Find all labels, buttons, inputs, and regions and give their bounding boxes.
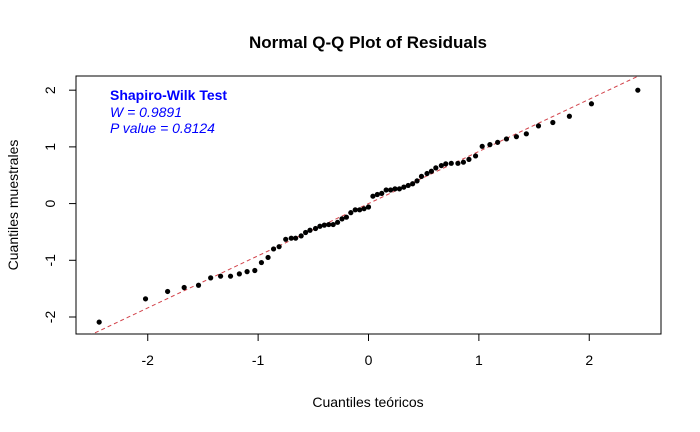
data-point bbox=[635, 87, 641, 93]
data-point bbox=[392, 186, 398, 192]
data-point bbox=[460, 159, 467, 165]
data-point bbox=[339, 216, 345, 222]
data-point bbox=[270, 246, 277, 252]
data-point bbox=[357, 207, 363, 213]
data-point bbox=[236, 271, 242, 277]
data-point bbox=[195, 282, 202, 288]
x-axis: -2 -1 0 1 2 bbox=[142, 333, 593, 368]
data-point bbox=[258, 259, 265, 266]
data-point bbox=[513, 134, 520, 140]
x-tick-label: -2 bbox=[142, 352, 155, 368]
data-point bbox=[443, 161, 449, 167]
data-point bbox=[401, 184, 407, 190]
data-point bbox=[448, 160, 454, 166]
data-point bbox=[383, 187, 389, 193]
y-tick-label: 0 bbox=[42, 199, 58, 207]
data-point bbox=[298, 233, 304, 239]
data-point bbox=[181, 284, 187, 291]
annotation-w-statistic: W = 0.9891 bbox=[110, 104, 182, 120]
qq-reference-line bbox=[91, 76, 640, 334]
data-point bbox=[405, 182, 411, 189]
data-point bbox=[361, 206, 367, 212]
data-point bbox=[252, 267, 258, 274]
data-point bbox=[387, 187, 394, 193]
x-axis-label: Cuantiles teóricos bbox=[312, 394, 423, 410]
data-point bbox=[374, 191, 380, 198]
data-point bbox=[165, 288, 171, 295]
y-axis-label: Cuantiles muestrales bbox=[5, 140, 21, 271]
data-point bbox=[96, 319, 102, 325]
data-point bbox=[487, 142, 493, 148]
data-point bbox=[321, 222, 327, 228]
data-point bbox=[472, 153, 479, 159]
annotation-title: Shapiro-Wilk Test bbox=[110, 87, 227, 103]
data-point bbox=[566, 113, 572, 119]
data-point bbox=[293, 235, 299, 241]
data-point bbox=[396, 186, 403, 192]
data-point bbox=[217, 273, 224, 279]
data-point bbox=[466, 156, 472, 162]
data-point bbox=[244, 269, 250, 275]
data-point bbox=[208, 275, 214, 281]
data-point bbox=[455, 160, 461, 166]
data-point bbox=[307, 227, 313, 233]
data-point bbox=[326, 221, 332, 228]
x-tick-label: 2 bbox=[585, 352, 593, 368]
data-point bbox=[424, 170, 430, 177]
data-point bbox=[265, 254, 271, 261]
chart-title: Normal Q-Q Plot of Residuals bbox=[249, 33, 487, 52]
y-tick-label: -2 bbox=[42, 311, 58, 324]
data-point bbox=[334, 219, 341, 225]
annotation-p-value: P value = 0.8124 bbox=[110, 120, 215, 136]
data-point bbox=[142, 296, 149, 302]
data-point bbox=[535, 123, 542, 129]
data-point bbox=[370, 193, 376, 199]
y-tick-label: 2 bbox=[42, 86, 58, 94]
x-tick-label: -1 bbox=[252, 352, 265, 368]
data-point bbox=[288, 235, 294, 241]
y-axis: -2 -1 0 1 2 bbox=[42, 86, 77, 324]
data-point bbox=[283, 236, 289, 242]
data-point bbox=[365, 204, 372, 210]
data-point bbox=[227, 273, 234, 279]
data-point bbox=[379, 190, 385, 196]
data-point bbox=[503, 136, 510, 142]
data-point bbox=[317, 223, 323, 229]
data-point bbox=[330, 221, 336, 228]
data-point bbox=[550, 119, 556, 126]
data-point bbox=[410, 181, 416, 187]
data-points bbox=[96, 87, 641, 325]
data-point bbox=[343, 214, 350, 220]
data-point bbox=[428, 168, 435, 174]
data-point bbox=[588, 101, 595, 107]
x-tick-label: 1 bbox=[475, 352, 483, 368]
data-point bbox=[276, 244, 282, 250]
data-point bbox=[433, 165, 439, 171]
data-point bbox=[352, 207, 358, 213]
shapiro-wilk-annotation: Shapiro-Wilk Test W = 0.9891 P value = 0… bbox=[110, 87, 227, 136]
data-point bbox=[348, 210, 354, 216]
data-point bbox=[523, 131, 529, 137]
data-point bbox=[312, 225, 319, 232]
data-point bbox=[302, 229, 309, 236]
data-point bbox=[479, 143, 485, 149]
y-tick-label: -1 bbox=[42, 254, 58, 267]
data-point bbox=[495, 139, 501, 145]
y-tick-label: 1 bbox=[42, 143, 58, 151]
data-point bbox=[418, 173, 425, 179]
x-tick-label: 0 bbox=[365, 352, 373, 368]
data-point bbox=[438, 162, 444, 169]
data-point bbox=[414, 178, 420, 184]
